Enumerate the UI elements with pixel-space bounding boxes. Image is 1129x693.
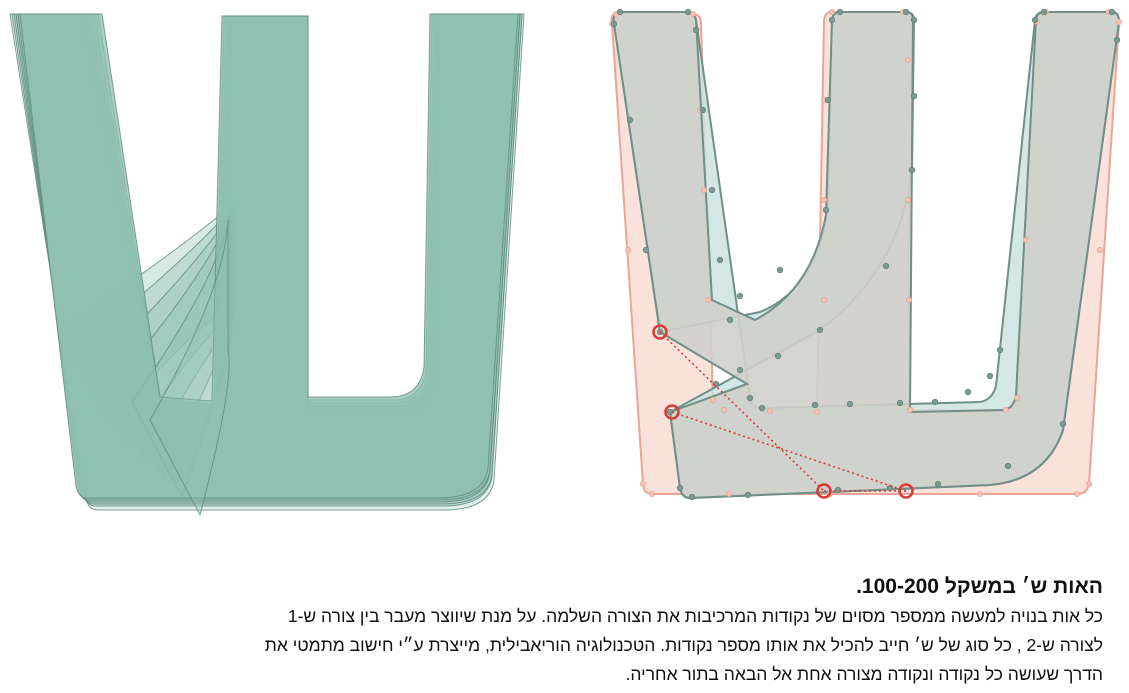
pink-control-point (821, 196, 828, 203)
teal-control-point (1031, 16, 1039, 24)
teal-control-point (708, 186, 716, 194)
pink-control-point (710, 396, 717, 403)
interpolation-layer (19, 13, 519, 499)
pink-control-point (690, 10, 697, 17)
teal-control-point (828, 16, 836, 24)
teal-control-point (726, 316, 734, 324)
marker-bottom-middle (816, 483, 832, 499)
teal-control-point (676, 484, 684, 492)
shin-interpolation-figure (9, 8, 1123, 517)
teal-control-point (684, 8, 692, 16)
teal-control-point (816, 326, 824, 334)
caption-title: האות ש׳ במשקל 100-200. (856, 575, 1103, 598)
correspondence-lines (659, 331, 907, 492)
teal-control-point (1059, 420, 1067, 428)
teal-control-point (774, 352, 782, 360)
marker-bottom-right (898, 483, 914, 499)
pink-control-point (705, 296, 712, 303)
teal-control-point (744, 491, 752, 499)
teal-control-point (692, 26, 700, 34)
teal-control-point (882, 262, 890, 270)
pink-control-point (1086, 480, 1093, 487)
teal-control-point (746, 394, 754, 402)
pink-control-point (906, 296, 913, 303)
gray-outline (612, 11, 1121, 500)
teal-control-point (666, 408, 674, 416)
caption-line: כל אות בנויה למעשה ממספר מסוים של נקודות… (287, 606, 1103, 626)
teal-control-point (910, 92, 918, 100)
teal-control-point (712, 380, 720, 388)
shape-medium-gray (612, 11, 1121, 500)
teal-control-point (758, 404, 766, 412)
teal-control-point (1113, 36, 1121, 44)
teal-control-point (1040, 8, 1048, 16)
correspondence-line-upper (659, 331, 825, 492)
teal-control-point (910, 16, 918, 24)
teal-control-point (736, 366, 744, 374)
marker-upper-left (652, 324, 668, 340)
left-panel-interpolation-stack (9, 13, 525, 517)
teal-control-point (616, 8, 624, 16)
teal-control-point (834, 486, 842, 494)
pink-control-point (726, 490, 733, 497)
pink-control-point (829, 8, 836, 15)
pink-control-point (1003, 406, 1010, 413)
pink-control-point (640, 480, 647, 487)
correspondence-markers (652, 324, 914, 499)
pink-control-point (1014, 394, 1021, 401)
teal-control-point (610, 20, 618, 28)
teal-control-point (846, 400, 854, 408)
outline-control-points (609, 8, 1123, 501)
pink-control-point (721, 406, 728, 413)
teal-control-point (776, 266, 784, 274)
teal-control-point (902, 8, 910, 16)
right-panel-point-correspondence (609, 8, 1123, 501)
pink-control-point (977, 490, 984, 497)
marker-lower-left (664, 404, 680, 420)
caption-line: לצורה ש-2 , כל סוג של ש׳ חייב להכיל את א… (264, 635, 1103, 655)
teal-control-point (699, 106, 707, 114)
pink-control-point (625, 246, 632, 253)
teal-control-point (964, 388, 972, 396)
teal-control-point (716, 256, 724, 264)
teal-control-point (1108, 8, 1116, 16)
teal-control-point (811, 401, 819, 409)
figure-caption: האות ש׳ במשקל 100-200. כל אות בנויה למעש… (103, 572, 1103, 689)
pink-control-point (1116, 18, 1123, 25)
pink-control-point (1074, 490, 1081, 497)
teal-control-point (1004, 462, 1012, 470)
pink-control-point (821, 296, 828, 303)
teal-control-point (934, 480, 942, 488)
correspondence-line-lower (671, 411, 907, 492)
teal-control-point (824, 96, 832, 104)
pink-control-point (907, 406, 914, 413)
pink-control-point (814, 408, 821, 415)
pink-control-point (1097, 246, 1104, 253)
teal-control-point (688, 493, 696, 501)
interpolation-arm (149, 219, 230, 517)
teal-control-point (908, 166, 916, 174)
pink-control-point (767, 407, 774, 414)
caption-line: הדרך שעושה כל נקודה ונקודה מצורה אחת אל … (625, 664, 1103, 684)
teal-control-point (931, 398, 939, 406)
teal-control-point (642, 246, 650, 254)
teal-control-point (836, 8, 844, 16)
pink-control-point (905, 196, 912, 203)
pink-control-point (701, 186, 708, 193)
pink-control-point (905, 57, 912, 64)
teal-control-point (896, 399, 904, 407)
teal-control-point (986, 372, 994, 380)
teal-control-point (626, 116, 634, 124)
teal-control-point (996, 346, 1004, 354)
pink-control-point (649, 490, 656, 497)
caption-body: כל אות בנויה למעשה ממספר מסוים של נקודות… (103, 602, 1103, 689)
teal-control-point (822, 206, 830, 214)
pink-control-point (1023, 236, 1030, 243)
teal-control-point (736, 292, 744, 300)
